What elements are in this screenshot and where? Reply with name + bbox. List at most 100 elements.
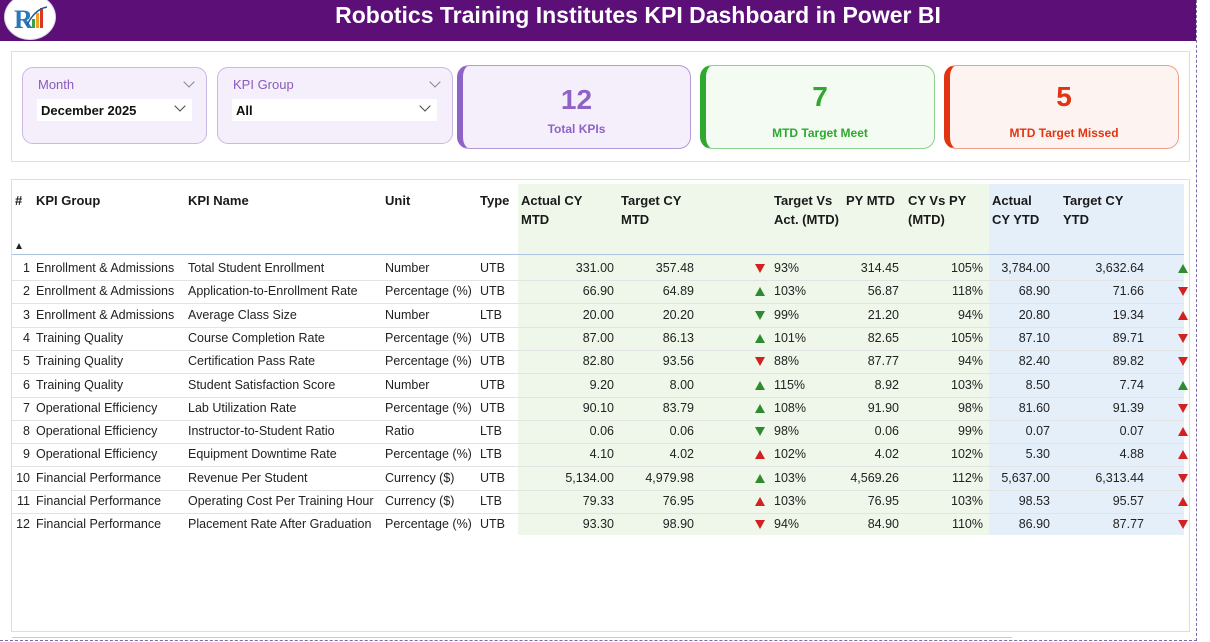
sort-ascending-icon[interactable] <box>16 243 22 249</box>
down-arrow-icon <box>755 264 765 273</box>
target-cy-mtd-cell: 20.20 <box>662 307 694 322</box>
type-cell: UTB <box>480 261 505 275</box>
month-dropdown[interactable]: December 2025 <box>37 99 192 121</box>
col-header-target-cy-mtd[interactable]: Target CY MTD <box>621 193 682 227</box>
row-number: 10 <box>16 470 30 485</box>
down-arrow-icon <box>1178 520 1188 530</box>
unit-cell: Number <box>385 377 430 392</box>
col-header-target-vs-act[interactable]: Target Vs Act. (MTD) <box>774 193 839 227</box>
cy-vs-py-cell: 103% <box>951 377 983 392</box>
kpi-table: # KPI Group KPI Name Unit Type Actual CY… <box>11 179 1190 632</box>
actual-cy-ytd-cell: 0.07 <box>1025 424 1050 439</box>
unit-cell: Ratio <box>385 424 415 439</box>
title-bar: R Robotics Training Institutes KPI Dashb… <box>0 0 1196 41</box>
kpi-group-cell: Financial Performance <box>36 470 162 485</box>
target-vs-act-cell: 94% <box>774 517 800 532</box>
mtd-target-meet-card: 7 MTD Target Meet <box>700 65 935 149</box>
table-row[interactable]: 7 Operational Efficiency Lab Utilization R… <box>12 397 1188 420</box>
kpi-name-cell: Instructor-to-Student Ratio <box>188 424 335 439</box>
table-row[interactable]: 4 Training Quality Course Completion Rate P… <box>12 327 1188 350</box>
col-header-kpi-group[interactable]: KPI Group <box>36 193 101 208</box>
row-divider <box>12 513 1184 514</box>
up-arrow-icon <box>1178 264 1188 273</box>
actual-cy-ytd-cell: 3,784.00 <box>1001 261 1050 275</box>
kpi-group-cell: Operational Efficiency <box>36 400 158 415</box>
unit-cell: Currency ($) <box>385 494 455 508</box>
actual-cy-ytd-cell: 98.53 <box>1018 494 1050 508</box>
target-vs-act-cell: 102% <box>774 447 806 462</box>
col-header-unit[interactable]: Unit <box>385 193 411 208</box>
type-cell: UTB <box>480 517 505 532</box>
up-arrow-icon <box>1178 497 1188 506</box>
kpi-name-cell: Course Completion Rate <box>188 330 325 345</box>
target-cy-mtd-cell: 86.13 <box>662 330 694 345</box>
col-header-target-cy-ytd[interactable]: Target CY YTD <box>1063 193 1124 227</box>
target-cy-mtd-cell: 357.48 <box>655 261 694 275</box>
actual-cy-mtd-cell: 66.90 <box>582 284 614 299</box>
col-header-actual-cy-mtd[interactable]: Actual CY MTD <box>521 193 583 227</box>
down-arrow-icon <box>1178 287 1188 297</box>
kpi-group-cell: Training Quality <box>36 377 124 392</box>
scrollbar-track[interactable] <box>12 637 1012 638</box>
total-kpis-label: Total KPIs <box>547 122 606 136</box>
py-mtd-cell: 76.95 <box>867 494 899 508</box>
target-cy-ytd-cell: 71.66 <box>1112 284 1144 299</box>
table-row[interactable]: 9 Operational Efficiency Equipment Downtim… <box>12 443 1188 466</box>
down-arrow-icon <box>755 427 765 437</box>
target-cy-ytd-cell: 0.07 <box>1119 424 1144 439</box>
row-number: 3 <box>23 307 30 322</box>
py-mtd-cell: 4.02 <box>874 447 899 462</box>
col-header-type[interactable]: Type <box>480 193 510 208</box>
target-missed-label: MTD Target Missed <box>1009 126 1119 140</box>
chevron-down-icon[interactable] <box>429 76 441 88</box>
actual-cy-ytd-cell: 8.50 <box>1025 377 1050 392</box>
target-cy-mtd-cell: 83.79 <box>662 400 694 415</box>
table-row[interactable]: 6 Training Quality Student Satisfaction Sc… <box>12 374 1188 397</box>
table-row[interactable]: 12 Financial Performance Placement Rate Af… <box>12 513 1188 536</box>
up-arrow-icon <box>755 450 765 460</box>
table-row[interactable]: 2 Enrollment & Admissions Application-to-E… <box>12 280 1188 303</box>
unit-cell: Currency ($) <box>385 470 455 485</box>
target-cy-ytd-cell: 3,632.64 <box>1095 261 1144 275</box>
target-cy-ytd-cell: 4.88 <box>1119 447 1144 462</box>
table-row[interactable]: 8 Operational Efficiency Instructor-to-Stu… <box>12 420 1188 443</box>
target-cy-ytd-cell: 95.57 <box>1112 494 1144 508</box>
target-cy-mtd-cell: 0.06 <box>669 424 694 439</box>
down-arrow-icon <box>1178 333 1188 343</box>
col-header-number[interactable]: # <box>15 193 23 208</box>
down-arrow-icon <box>1178 403 1188 413</box>
table-row[interactable]: 10 Financial Performance Revenue Per Stude… <box>12 467 1188 490</box>
kpi-group-label: KPI Group <box>233 77 294 92</box>
row-number: 6 <box>23 377 30 392</box>
actual-cy-ytd-cell: 87.10 <box>1018 330 1050 345</box>
type-cell: LTB <box>480 307 502 322</box>
table-row[interactable]: 3 Enrollment & Admissions Average Class Si… <box>12 304 1188 327</box>
type-cell: UTB <box>480 330 505 345</box>
col-header-py-mtd[interactable]: PY MTD <box>846 193 895 208</box>
chevron-down-icon[interactable] <box>183 76 195 88</box>
col-header-cy-vs-py[interactable]: CY Vs PY (MTD) <box>908 193 967 227</box>
unit-cell: Percentage (%) <box>385 400 472 415</box>
unit-cell: Number <box>385 261 430 275</box>
target-missed-value: 5 <box>1056 81 1072 112</box>
actual-cy-ytd-cell: 20.80 <box>1018 307 1050 322</box>
actual-cy-mtd-cell: 87.00 <box>582 330 614 345</box>
cy-vs-py-cell: 94% <box>957 354 983 369</box>
table-row[interactable]: 11 Financial Performance Operating Cost Pe… <box>12 490 1188 513</box>
table-row[interactable]: 1 Enrollment & Admissions Total Student En… <box>12 257 1188 280</box>
actual-cy-mtd-cell: 0.06 <box>589 424 614 439</box>
row-number: 7 <box>23 400 30 415</box>
target-meet-label: MTD Target Meet <box>772 126 868 140</box>
py-mtd-cell: 84.90 <box>867 517 899 532</box>
type-cell: UTB <box>480 377 505 392</box>
table-row[interactable]: 5 Training Quality Certification Pass Rate… <box>12 350 1188 373</box>
kpi-group-dropdown[interactable]: All <box>232 99 437 121</box>
actual-cy-mtd-cell: 20.00 <box>582 307 614 322</box>
target-cy-mtd-cell: 93.56 <box>662 354 694 369</box>
cy-vs-py-cell: 102% <box>951 447 983 462</box>
kpi-group-cell: Training Quality <box>36 330 124 345</box>
target-vs-act-cell: 108% <box>774 400 806 415</box>
col-header-actual-cy-ytd[interactable]: Actual CY YTD <box>992 193 1040 227</box>
col-header-kpi-name[interactable]: KPI Name <box>188 193 249 208</box>
type-cell: LTB <box>480 447 502 462</box>
